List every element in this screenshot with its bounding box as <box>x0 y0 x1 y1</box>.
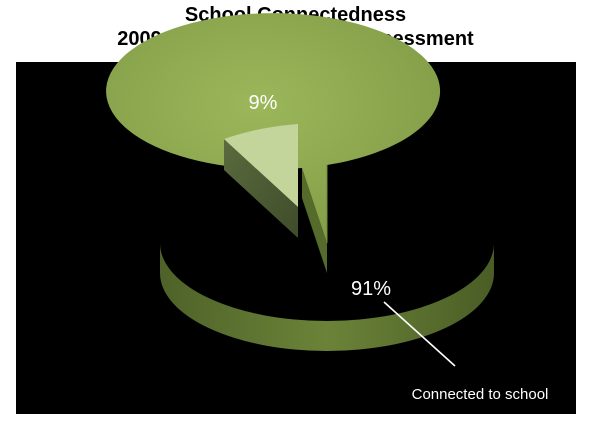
slice-91-cut-face <box>302 168 327 273</box>
data-label-9: 9% <box>249 92 278 114</box>
slice-9 <box>224 124 298 207</box>
leader-line <box>383 301 456 367</box>
slice-label-connected: Connected to school <box>412 386 549 403</box>
data-label-91: 91% <box>351 278 391 300</box>
slice-9-side <box>224 139 298 238</box>
slice-91-side <box>160 243 494 351</box>
